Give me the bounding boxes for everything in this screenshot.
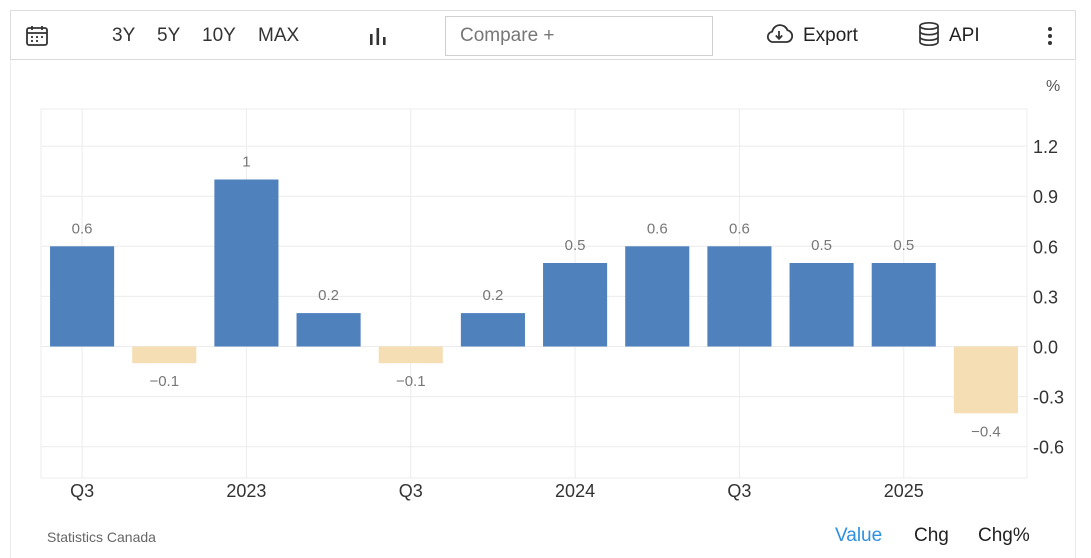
x-tick-label: 2025 <box>884 481 924 501</box>
mode-chg-percent-button[interactable]: Chg% <box>978 525 1030 546</box>
bar-value-label: 0.6 <box>647 220 668 237</box>
bar-value-label: 0.6 <box>72 220 93 237</box>
plot-area-border <box>40 108 1028 479</box>
y-tick-label: 0.0 <box>1033 338 1058 358</box>
bar <box>789 263 854 347</box>
database-icon <box>917 21 941 52</box>
api-label: API <box>949 25 980 46</box>
calendar-icon[interactable] <box>25 11 49 61</box>
bar <box>460 313 525 347</box>
bar-value-label: 0.5 <box>893 237 914 254</box>
bar-value-label: 0.2 <box>482 287 503 304</box>
export-button[interactable]: Export <box>763 11 858 61</box>
compare-input[interactable] <box>458 24 700 48</box>
chart-toolbar: 3Y 5Y 10Y MAX Export <box>10 10 1076 60</box>
bar <box>543 263 608 347</box>
mode-value-button[interactable]: Value <box>835 525 883 546</box>
bar <box>707 246 772 347</box>
compare-field[interactable] <box>445 16 713 56</box>
y-tick-label: 0.6 <box>1033 237 1058 257</box>
more-vertical-icon[interactable] <box>1043 11 1057 61</box>
chart-frame <box>10 60 1076 558</box>
bar-value-label: −0.1 <box>396 373 426 390</box>
y-tick-label: 0.3 <box>1033 287 1058 307</box>
bar <box>296 313 361 347</box>
bar <box>214 179 279 347</box>
bar-value-label: 1 <box>242 154 250 171</box>
y-tick-label: -0.6 <box>1033 438 1064 458</box>
bar-chart-icon[interactable] <box>367 11 389 61</box>
bar-value-label: 0.6 <box>729 220 750 237</box>
x-tick-label: 2024 <box>555 481 595 501</box>
x-tick-label: Q3 <box>70 481 94 501</box>
bar <box>132 346 197 364</box>
bar-value-label: −0.1 <box>149 373 179 390</box>
range-5y-button[interactable]: 5Y <box>157 25 181 46</box>
bar-value-label: 0.5 <box>565 237 586 254</box>
x-tick-label: Q3 <box>727 481 751 501</box>
bar <box>50 246 115 347</box>
range-3y-button[interactable]: 3Y <box>112 25 136 46</box>
range-10y-button[interactable]: 10Y <box>202 25 236 46</box>
bar <box>625 246 690 347</box>
bar-value-label: 0.2 <box>318 287 339 304</box>
mode-chg-button[interactable]: Chg <box>914 525 949 546</box>
source-label: Statistics Canada <box>47 529 156 545</box>
range-max-button[interactable]: MAX <box>258 25 300 46</box>
bar-value-label: −0.4 <box>971 423 1001 440</box>
bar <box>953 346 1018 414</box>
export-label: Export <box>803 25 858 46</box>
y-tick-label: 0.9 <box>1033 187 1058 207</box>
x-tick-label: 2023 <box>226 481 266 501</box>
bar <box>871 263 936 347</box>
api-button[interactable]: API <box>917 11 980 61</box>
x-tick-label: Q3 <box>399 481 423 501</box>
bar <box>378 346 443 364</box>
bar-value-label: 0.5 <box>811 237 832 254</box>
y-tick-label: -0.3 <box>1033 388 1064 408</box>
cloud-download-icon <box>763 23 795 50</box>
y-axis-unit-label: % <box>1046 78 1060 95</box>
y-tick-label: 1.2 <box>1033 137 1058 157</box>
